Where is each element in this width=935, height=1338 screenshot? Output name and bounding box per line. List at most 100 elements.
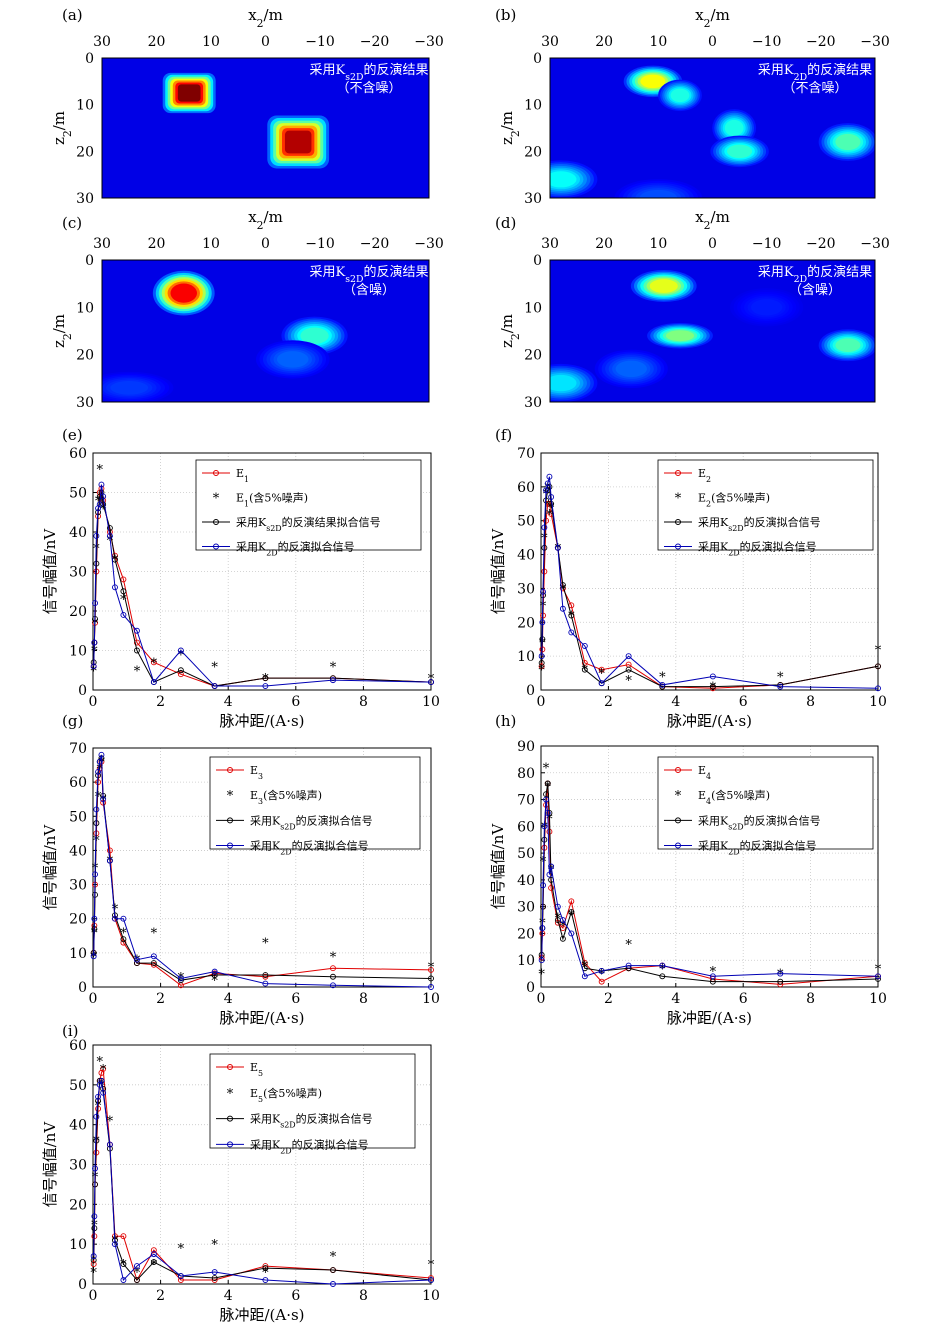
y-tick-label: 50 <box>69 486 87 502</box>
annotation-title-part: 采用K <box>758 63 794 78</box>
x-tick-label: 30 <box>93 236 111 252</box>
legend-label-sub: 2D <box>266 548 277 557</box>
legend-label-part: (含5%噪声) <box>263 788 322 802</box>
x-axis-label-sub: 2 <box>257 219 264 232</box>
plot-frame <box>549 57 876 199</box>
y-tick-label: 40 <box>517 873 535 889</box>
x-tick-label: 2 <box>604 991 613 1007</box>
line-panel-6: (g) 0 2 4 6 8 10 0 10 20 30 40 50 60 70 脉冲距/(A·s) 信号幅值/n… <box>41 712 440 1027</box>
data-point <box>177 671 184 678</box>
x-tick-label: 10 <box>869 991 887 1007</box>
data-point-star: * <box>211 660 218 675</box>
y-tick-label: 20 <box>76 144 94 160</box>
y-tick-label: 30 <box>76 191 94 207</box>
data-point <box>90 1253 97 1260</box>
data-point <box>150 1259 157 1266</box>
data-point <box>93 806 100 813</box>
data-point <box>262 980 269 987</box>
series-line <box>93 1078 432 1285</box>
x-tick-label: 20 <box>595 236 613 252</box>
heatmap-blob <box>724 119 744 137</box>
y-tick-label: 60 <box>69 446 87 462</box>
data-point <box>330 965 336 972</box>
heatmap-blob <box>300 327 329 344</box>
heatmap-panel-1: (b) x2/mz2/m30 20 10 0 −10 −20 −300102030采用K2D的… <box>495 6 890 207</box>
y-tick-label: 50 <box>517 846 535 862</box>
legend-label-sub: 2D <box>280 847 291 856</box>
annotation-title-part: 的反演结果 <box>807 264 872 280</box>
y-axis-label-sub: 2 <box>61 130 74 137</box>
data-point <box>709 673 716 680</box>
x-axis-label-part: x <box>248 208 257 226</box>
y-tick-label: 20 <box>517 615 535 631</box>
legend-label-part: 的反演拟合信号 <box>740 838 817 852</box>
legend-marker <box>213 543 219 550</box>
legend-label-sub: s2D <box>266 524 281 533</box>
data-point <box>262 973 269 980</box>
line-panel-7: (h) 0 2 4 6 8 10 0 10 20 30 40 50 60 70 80 90 脉冲距/(A·s) 信号… <box>489 712 887 1027</box>
series-group: ****************** <box>90 751 435 990</box>
data-point-star: * <box>95 790 102 805</box>
legend-label: 采用Ks2D的反演拟合信号 <box>250 1112 373 1130</box>
plot-frame <box>540 452 879 691</box>
data-point <box>598 666 605 673</box>
data-point <box>541 524 548 531</box>
x-axis-label-part: /m <box>711 6 730 24</box>
x-tick-label: 8 <box>806 991 815 1007</box>
series-line <box>93 754 432 988</box>
data-point <box>100 796 107 803</box>
data-point-star: * <box>538 664 545 679</box>
x-axis-label: x2/m <box>695 208 730 232</box>
data-point <box>777 970 784 977</box>
x-tick-label: 6 <box>291 694 300 710</box>
data-point <box>211 1269 218 1276</box>
annotation-title: 采用Ks2D的反演结果 <box>310 264 429 285</box>
x-axis-label: 脉冲距/(A·s) <box>667 1009 752 1027</box>
y-tick-label: 20 <box>69 604 87 620</box>
data-point <box>177 667 184 674</box>
data-point <box>559 917 566 924</box>
legend-label-part: E <box>250 1087 258 1100</box>
data-point-star: * <box>151 1258 158 1273</box>
y-tick-label: 30 <box>69 565 87 581</box>
data-point <box>96 501 103 508</box>
y-axis-label: 信号幅值/nV <box>41 528 59 615</box>
legend-marker <box>675 543 681 550</box>
heatmap-blob <box>177 84 201 102</box>
data-point <box>133 639 140 646</box>
y-axis-label-part: z <box>498 137 516 145</box>
x-axis-label-sub: 2 <box>257 17 264 30</box>
data-point <box>150 960 157 967</box>
data-point <box>428 1275 434 1281</box>
legend-box <box>657 459 874 551</box>
legend-label-sub: 5 <box>258 1069 263 1078</box>
data-point <box>659 962 666 969</box>
legend-marker <box>227 842 233 849</box>
heatmap-background <box>102 58 429 198</box>
data-point <box>96 758 103 765</box>
heatmap-background <box>550 260 875 402</box>
data-point <box>330 675 336 682</box>
legend-label: E5(含5%噪声) <box>250 1086 322 1104</box>
legend-marker <box>675 842 681 849</box>
y-tick-label: 10 <box>69 946 87 962</box>
legend-label-sub: s2D <box>728 524 743 533</box>
x-tick-label: −20 <box>806 236 836 252</box>
data-point <box>568 629 575 636</box>
legend-label-sub: 2D <box>728 548 739 557</box>
y-tick-label: 30 <box>517 581 535 597</box>
legend-label-sub: 4 <box>706 772 711 781</box>
y-tick-label: 10 <box>76 300 94 316</box>
heatmap-blob <box>276 351 309 368</box>
heatmap-blob <box>550 171 577 188</box>
panel-label: (h) <box>495 712 516 730</box>
data-point <box>538 659 545 666</box>
x-tick-label: 8 <box>806 694 815 710</box>
y-axis-label-sub: 2 <box>61 333 74 340</box>
x-tick-label: 10 <box>422 991 440 1007</box>
data-point <box>120 612 127 618</box>
legend-label: 采用K2D的反演拟合信号 <box>698 540 817 558</box>
legend-label-part: E <box>236 492 244 505</box>
